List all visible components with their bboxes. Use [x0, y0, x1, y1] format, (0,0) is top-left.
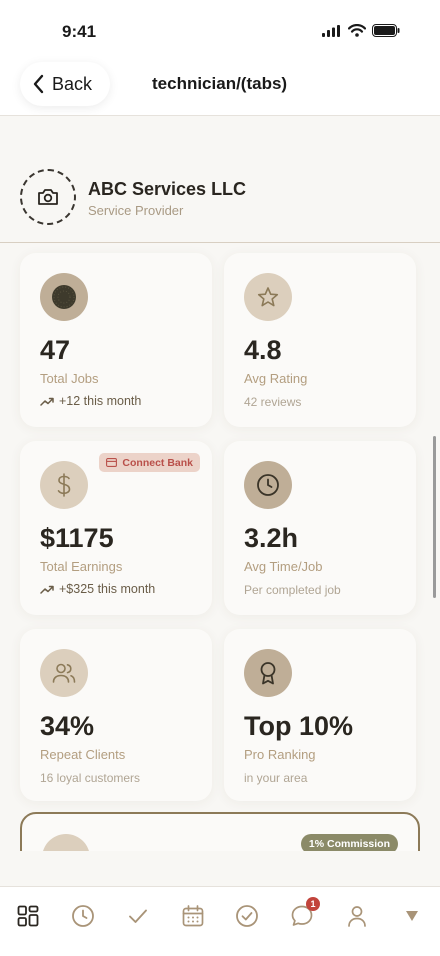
- profile-section: ABC Services LLC Service Provider: [0, 117, 440, 243]
- company-role: Service Provider: [88, 203, 184, 218]
- calendar-icon: [182, 905, 204, 927]
- clock-icon: [257, 474, 279, 496]
- stat-card-pro-ranking[interactable]: Top 10% Pro Ranking in your area: [224, 629, 416, 801]
- tab-history[interactable]: [68, 901, 98, 931]
- total-jobs-value: 47: [40, 335, 71, 365]
- credit-card-icon: [106, 458, 118, 467]
- tab-profile[interactable]: [342, 901, 372, 931]
- avg-rating-sub: 42 reviews: [244, 395, 302, 409]
- camera-icon: [38, 189, 58, 205]
- grid-icon: [17, 905, 39, 927]
- repeat-clients-label: Repeat Clients: [40, 747, 126, 762]
- check-circle-icon: [236, 905, 258, 927]
- person-icon: [348, 906, 366, 927]
- total-earnings-trend-text: +$325 this month: [59, 582, 156, 596]
- jobs-icon: [52, 285, 76, 309]
- stats-scroll-area[interactable]: 47 Total Jobs +12 this month 4.8 Avg Rat…: [0, 243, 440, 851]
- repeat-clients-value: 34%: [40, 711, 95, 741]
- total-jobs-label: Total Jobs: [40, 371, 99, 386]
- stat-card-total-earnings[interactable]: Connect Bank $1175 Total Earnings +$325 …: [20, 441, 212, 615]
- clock-icon-wrap: [244, 461, 292, 509]
- avg-rating-label: Avg Rating: [244, 371, 308, 386]
- dollar-icon-wrap: [40, 461, 88, 509]
- star-icon-wrap: [244, 273, 292, 321]
- award-icon-wrap: [244, 649, 292, 697]
- battery-icon: [372, 24, 400, 37]
- chevron-left-icon: [33, 74, 44, 94]
- nav-header: Back technician/(tabs): [0, 60, 440, 116]
- tab-more[interactable]: [397, 901, 427, 931]
- page-title: technician/(tabs): [152, 74, 288, 93]
- check-icon: [129, 909, 147, 923]
- total-earnings-trend: +$325 this month: [40, 582, 155, 596]
- tab-bar: 1: [0, 886, 440, 956]
- scrollbar[interactable]: [433, 436, 436, 598]
- avatar-upload[interactable]: [20, 169, 76, 225]
- stat-card-avg-rating[interactable]: 4.8 Avg Rating 42 reviews: [224, 253, 416, 427]
- tab-dashboard[interactable]: [13, 901, 43, 931]
- stat-card-repeat-clients[interactable]: 34% Repeat Clients 16 loyal customers: [20, 629, 212, 801]
- avg-time-label: Avg Time/Job: [244, 559, 323, 574]
- back-label: Back: [52, 73, 93, 94]
- signal-icon: [322, 24, 340, 37]
- messages-badge: 1: [306, 897, 320, 911]
- connect-bank-label: Connect Bank: [122, 456, 193, 469]
- pro-ranking-label: Pro Ranking: [244, 747, 316, 762]
- status-icons: [322, 24, 400, 37]
- clock-icon: [72, 905, 94, 927]
- chat-icon: [291, 905, 313, 926]
- avg-time-value: 3.2h: [244, 523, 299, 553]
- tab-completed[interactable]: [232, 901, 262, 931]
- total-earnings-value: $1175: [40, 523, 114, 553]
- repeat-clients-sub: 16 loyal customers: [40, 771, 141, 785]
- wifi-icon: [348, 24, 366, 37]
- users-icon-wrap: [40, 649, 88, 697]
- company-name: ABC Services LLC: [88, 179, 247, 199]
- avg-time-sub: Per completed job: [244, 583, 341, 597]
- users-icon: [52, 663, 76, 683]
- status-time: 9:41: [62, 22, 97, 41]
- status-bar: 9:41: [0, 0, 440, 60]
- star-icon: [257, 287, 279, 307]
- trending-up-icon: [40, 397, 54, 406]
- tab-calendar[interactable]: [178, 901, 208, 931]
- commission-badge: 1% Commission: [300, 834, 398, 851]
- stat-card-total-jobs[interactable]: 47 Total Jobs +12 this month: [20, 253, 212, 427]
- tab-tasks[interactable]: [123, 901, 153, 931]
- avg-rating-value: 4.8: [244, 335, 282, 365]
- stat-card-avg-time[interactable]: 3.2h Avg Time/Job Per completed job: [224, 441, 416, 615]
- total-jobs-trend-text: +12 this month: [59, 394, 142, 408]
- trending-up-icon: [40, 585, 54, 594]
- commission-card[interactable]: 1% Commission: [20, 812, 420, 851]
- award-icon: [260, 662, 276, 685]
- promo-icon: [42, 834, 90, 851]
- total-earnings-label: Total Earnings: [40, 559, 123, 574]
- pro-ranking-sub: in your area: [244, 771, 308, 785]
- tab-messages[interactable]: 1: [287, 897, 320, 931]
- total-jobs-trend: +12 this month: [40, 394, 141, 408]
- jobs-icon-wrap: [40, 273, 88, 321]
- back-button[interactable]: Back: [20, 62, 110, 106]
- connect-bank-button[interactable]: Connect Bank: [99, 453, 200, 472]
- caret-down-icon: [406, 911, 418, 921]
- pro-ranking-value: Top 10%: [244, 711, 354, 741]
- dollar-icon: [57, 473, 71, 497]
